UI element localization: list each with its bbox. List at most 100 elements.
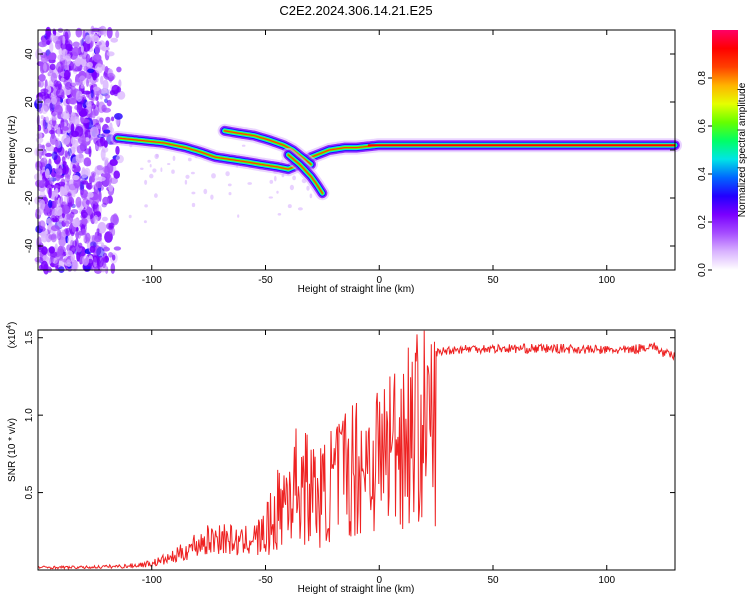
noise-speckle (61, 156, 66, 163)
noise-speckle (64, 69, 71, 81)
noise-speckle (57, 181, 66, 187)
noise-speckle (247, 182, 252, 185)
noise-speckle (111, 116, 115, 122)
noise-speckle (34, 256, 44, 263)
noise-speckle (118, 79, 122, 88)
noise-speckle (45, 152, 53, 157)
noise-speckle (292, 175, 296, 181)
noise-speckle (110, 37, 118, 43)
noise-speckle (36, 132, 43, 138)
noise-speckle (61, 205, 70, 215)
noise-speckle (95, 96, 99, 101)
noise-speckle (97, 176, 106, 182)
noise-speckle (43, 150, 47, 162)
noise-speckle (55, 170, 61, 182)
noise-speckle (45, 116, 49, 123)
noise-speckle (61, 43, 66, 50)
noise-speckle (110, 263, 116, 274)
noise-speckle (42, 120, 46, 132)
noise-speckle (67, 148, 72, 157)
noise-speckle (149, 164, 152, 168)
noise-speckle (71, 81, 81, 87)
colorbar-label: Normalized spectral amplitude (737, 82, 748, 217)
x-tick-label: -100 (142, 575, 162, 586)
colorbar-tick-label: 0.6 (697, 119, 708, 133)
noise-speckle (89, 245, 96, 253)
noise-speckle (116, 86, 122, 93)
noise-speckle (144, 204, 148, 208)
noise-speckle (105, 40, 110, 48)
noise-speckle (57, 146, 65, 156)
y-tick-label: 0.5 (24, 485, 35, 499)
noise-speckle (96, 164, 104, 171)
colorbar-tick-label: 0.2 (697, 215, 708, 229)
colorbar-gradient (712, 30, 738, 270)
noise-speckle (241, 144, 246, 147)
noise-speckle (94, 44, 101, 55)
colorbar-tick-label: 0.0 (697, 263, 708, 277)
noise-speckle (35, 96, 43, 105)
noise-speckle (109, 159, 118, 166)
snr-y-multiplier-exp: 4 (6, 325, 13, 329)
snr-y-label: SNR (10 * v/v) (7, 418, 18, 482)
snr-axes: -100 -50 0 50 100 0.5 1.0 1.5 (24, 330, 675, 586)
noise-speckle (49, 134, 57, 145)
noise-speckle (113, 170, 120, 179)
snr-x-label: Height of straight line (km) (298, 584, 415, 595)
noise-speckle (97, 222, 107, 234)
noise-speckle (185, 174, 190, 179)
x-tick-label: -50 (258, 575, 273, 586)
noise-speckle (40, 115, 44, 120)
noise-speckle (81, 180, 89, 185)
noise-speckle (65, 173, 70, 183)
noise-speckle (140, 167, 144, 170)
y-tick-label: -20 (24, 190, 35, 205)
noise-speckle (112, 254, 116, 261)
noise-speckle (144, 179, 148, 185)
snr-plot (37, 330, 676, 571)
noise-speckle (53, 185, 59, 190)
noise-speckle (50, 33, 56, 42)
noise-speckle (48, 177, 57, 182)
noise-speckle (49, 100, 53, 113)
noise-speckle (72, 164, 76, 169)
noise-speckle (269, 179, 274, 184)
noise-speckle (75, 90, 83, 102)
noise-speckle (54, 187, 59, 198)
noise-speckle (93, 214, 99, 224)
noise-speckle (57, 83, 63, 90)
noise-speckle (190, 171, 195, 175)
noise-speckle (97, 255, 104, 268)
snr-y-multiplier-close: ) (7, 322, 18, 325)
noise-speckle (65, 235, 69, 244)
noise-speckle (56, 61, 64, 73)
noise-speckle (149, 173, 154, 179)
noise-speckle (78, 70, 87, 81)
noise-speckle (42, 255, 49, 262)
x-tick-label: 0 (376, 575, 382, 586)
y-tick-label: 20 (24, 96, 35, 108)
noise-speckle (114, 113, 123, 120)
noise-speckle (81, 228, 87, 236)
noise-speckle (102, 252, 108, 263)
noise-speckle (65, 227, 71, 237)
noise-speckle (38, 244, 42, 251)
noise-speckle (191, 202, 196, 208)
noise-speckle (99, 117, 104, 123)
noise-speckle (92, 193, 100, 205)
noise-speckle (86, 78, 89, 87)
noise-speckle (152, 168, 157, 173)
x-tick-label: 0 (376, 275, 382, 286)
noise-speckle (71, 89, 76, 94)
noise-speckle (67, 235, 74, 246)
noise-speckle (72, 218, 80, 228)
noise-speckle (103, 27, 107, 37)
noise-speckle (50, 225, 60, 232)
noise-speckle (115, 154, 124, 164)
noise-speckle (108, 252, 114, 258)
noise-speckle (61, 111, 70, 120)
noise-speckle (40, 233, 49, 243)
noise-speckle (57, 245, 64, 256)
noise-speckle (68, 183, 77, 191)
